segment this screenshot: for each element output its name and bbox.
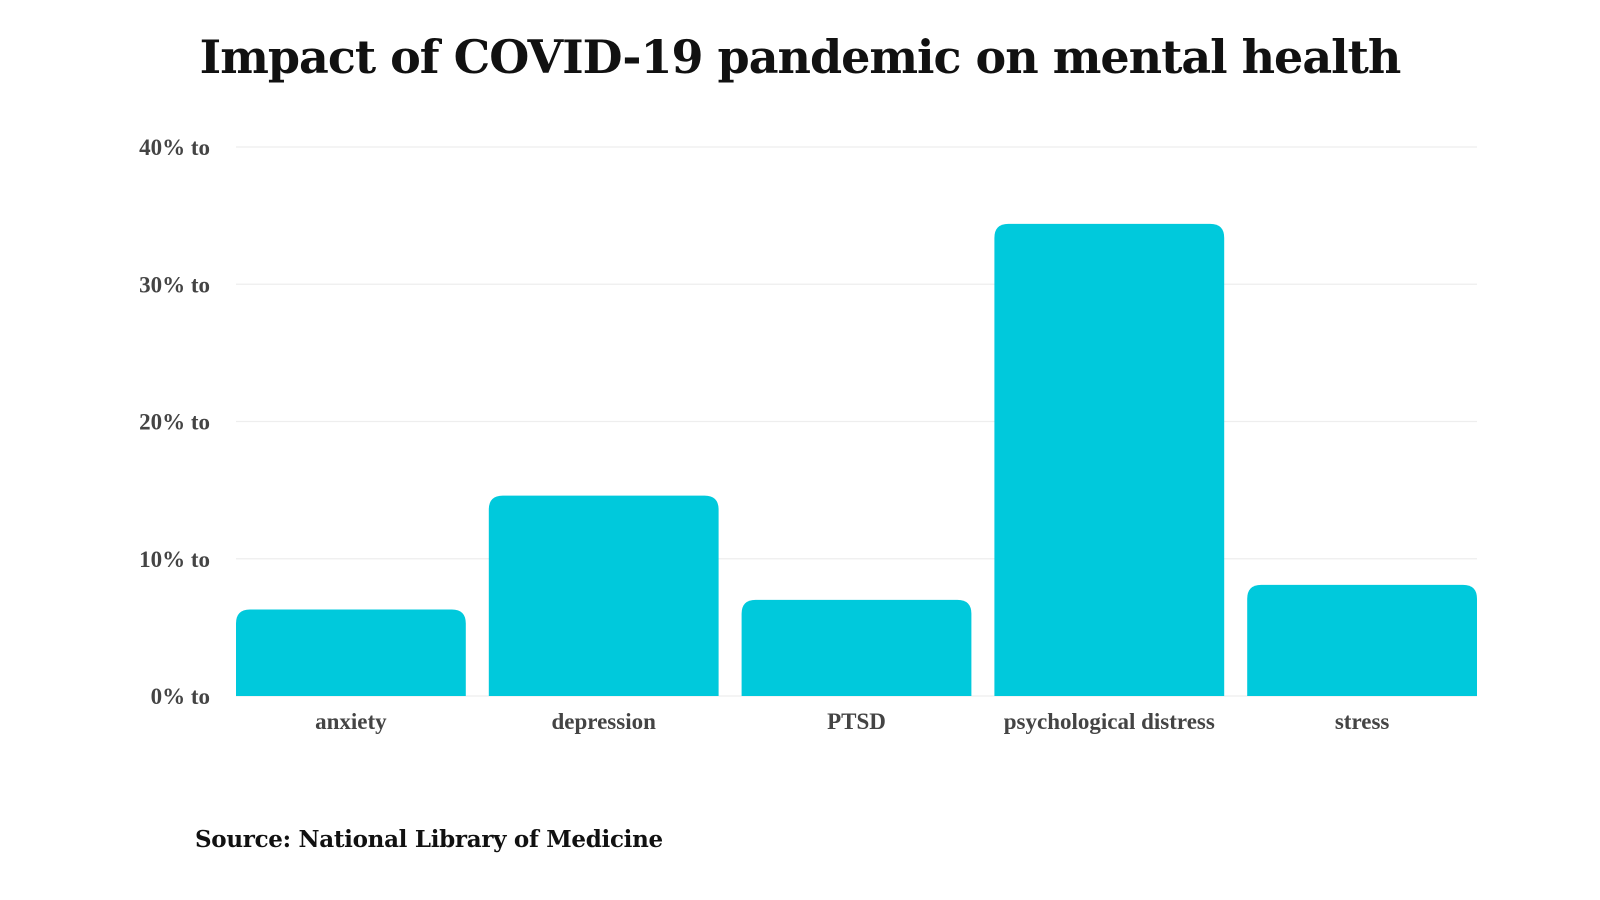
bar-anxiety bbox=[236, 609, 466, 696]
x-tick-label: psychological distress bbox=[1004, 709, 1215, 734]
x-tick-label: stress bbox=[1335, 709, 1390, 734]
y-tick-label: 10% to bbox=[139, 547, 210, 572]
y-axis-tick-labels: 0% to 10% to 20% to 30% to 40% to bbox=[139, 135, 210, 709]
x-tick-label: PTSD bbox=[827, 709, 886, 734]
y-tick-label: 20% to bbox=[139, 410, 210, 435]
bar-depression bbox=[488, 495, 719, 696]
x-axis-tick-labels: anxiety depression PTSD psychological distr… bbox=[315, 709, 1389, 734]
source-note: Source: National Library of Medicine bbox=[195, 826, 663, 853]
bar-psychological-distress bbox=[994, 223, 1225, 697]
bar-stress bbox=[1247, 584, 1477, 696]
bar-ptsd bbox=[741, 599, 972, 696]
chart-title: Impact of COVID-19 pandemic on mental he… bbox=[199, 30, 1402, 84]
y-tick-label: 40% to bbox=[139, 135, 210, 160]
y-tick-label: 0% to bbox=[151, 684, 210, 709]
x-tick-label: anxiety bbox=[315, 709, 387, 734]
bars bbox=[236, 223, 1477, 697]
y-tick-label: 30% to bbox=[139, 272, 210, 297]
x-tick-label: depression bbox=[552, 709, 657, 734]
